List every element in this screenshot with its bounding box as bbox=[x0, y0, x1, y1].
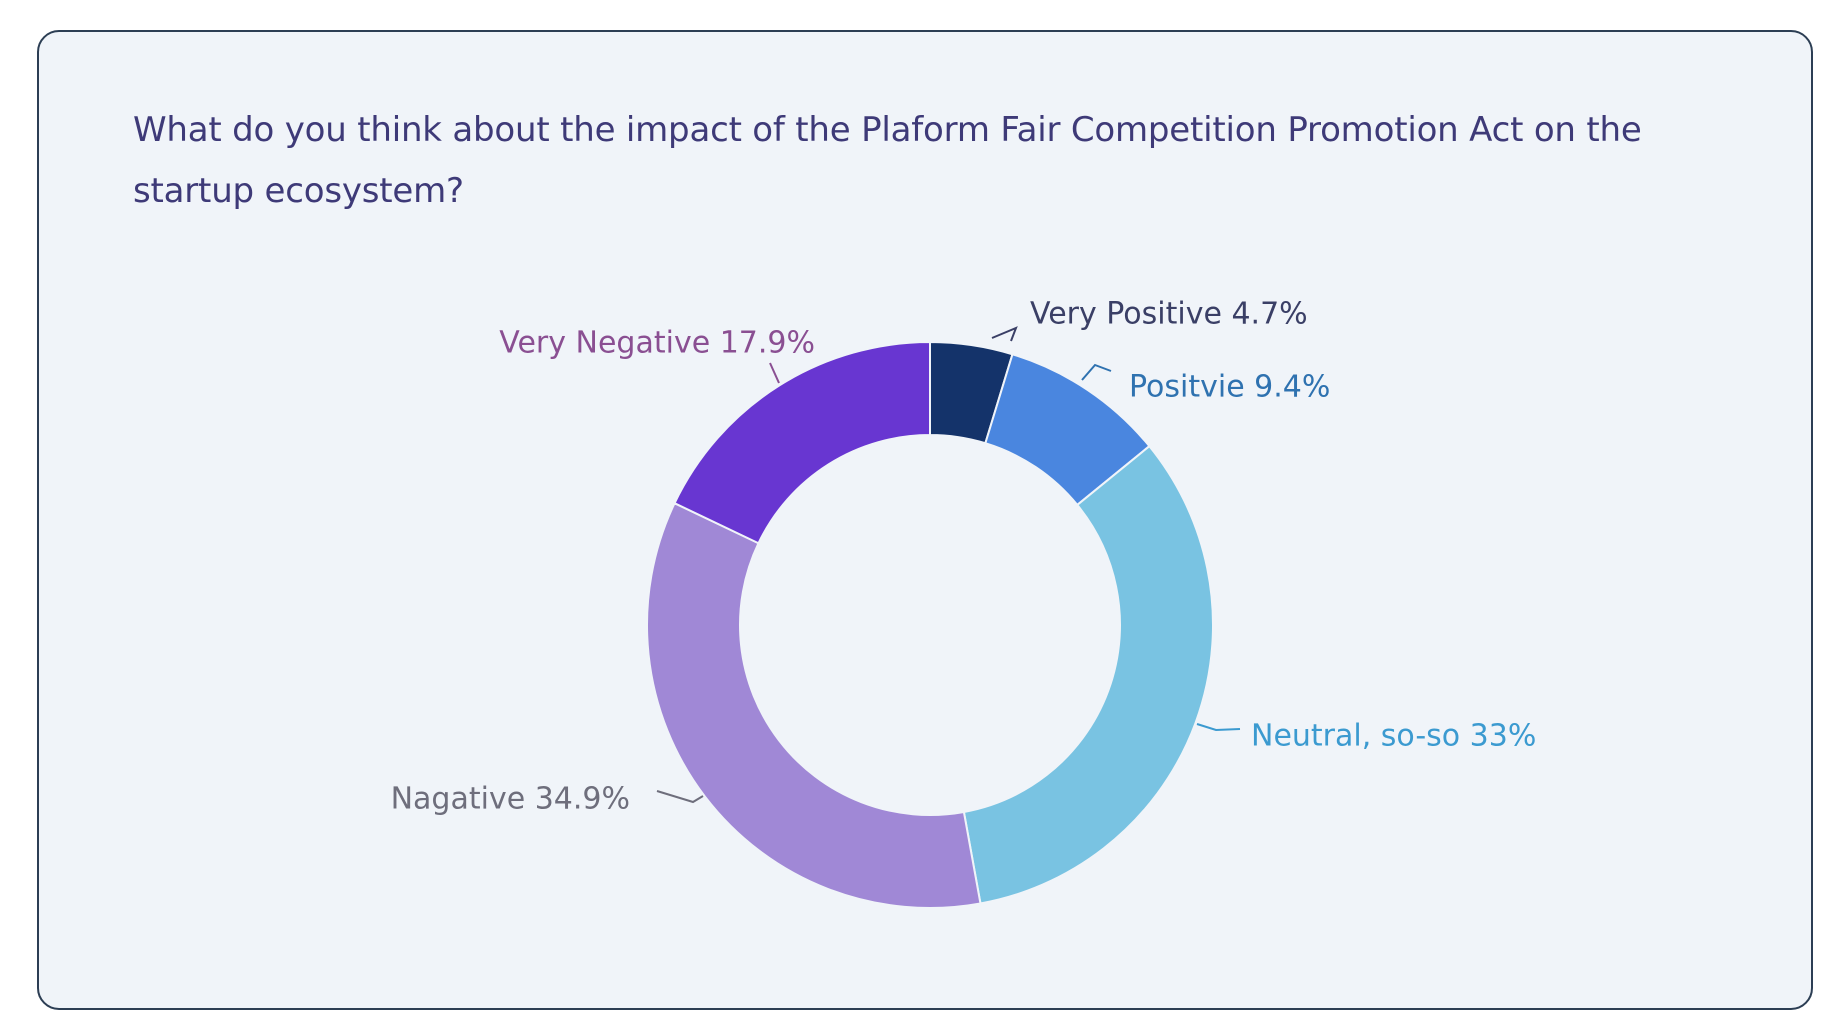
slice-nagative bbox=[646, 501, 982, 909]
data-label-neutral-so-so: Neutral, so-so 33% bbox=[1251, 719, 1536, 754]
data-label-very-negative: Very Negative 17.9% bbox=[499, 326, 815, 361]
leader-line-neutral-so-so bbox=[1196, 723, 1241, 732]
data-label-positvie: Positvie 9.4% bbox=[1129, 370, 1330, 405]
slice-very-negative bbox=[673, 340, 931, 545]
chart-title: What do you think about the impact of th… bbox=[133, 110, 1642, 211]
leader-line-very-negative bbox=[769, 362, 780, 384]
data-label-nagative: Nagative 34.9% bbox=[391, 782, 630, 817]
data-label-very-positive: Very Positive 4.7% bbox=[1030, 297, 1308, 332]
leader-line-very-positive bbox=[991, 326, 1018, 342]
leader-line-positvie bbox=[1081, 363, 1112, 381]
leader-line-nagative bbox=[656, 790, 704, 804]
slice-neutral-so-so bbox=[962, 444, 1214, 905]
